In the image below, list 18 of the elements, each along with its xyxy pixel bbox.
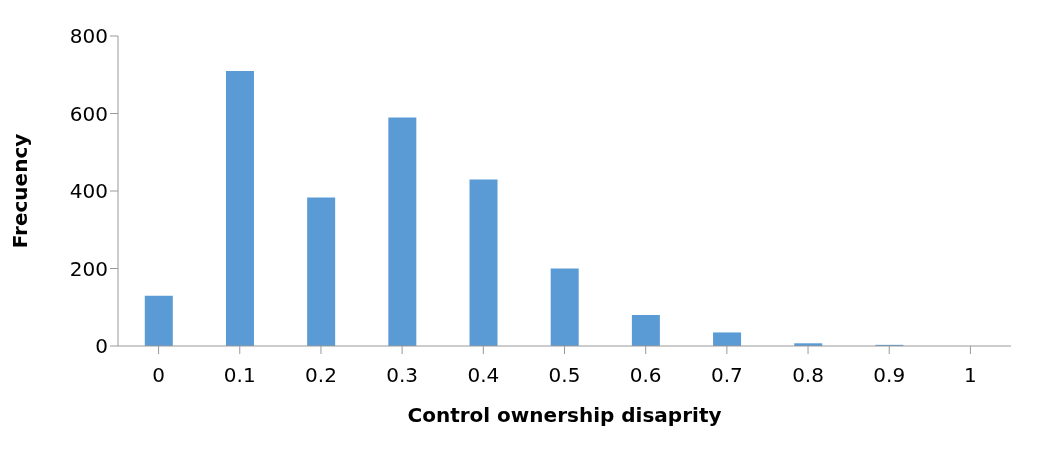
x-tick-label: 0.4 (467, 363, 500, 388)
y-tick-label: 200 (69, 256, 108, 281)
x-axis-title: Control ownership disaprity (407, 403, 722, 428)
x-tick-label: 0.7 (710, 363, 743, 388)
x-tick-label: 0 (152, 363, 165, 388)
x-tick-label: 1 (964, 363, 977, 388)
y-tick-label: 400 (69, 179, 108, 204)
x-tick-label: 0.8 (792, 363, 824, 388)
x-tick-label: 0.5 (548, 363, 581, 388)
y-tick-label: 800 (69, 24, 108, 49)
y-tick-label: 0 (95, 334, 108, 359)
x-tick-label: 0.3 (386, 363, 419, 388)
x-tick-label: 0.1 (223, 363, 256, 388)
y-axis-title: Frecuency (8, 133, 33, 249)
y-tick-label: 600 (69, 101, 108, 126)
x-tick-label: 0.2 (305, 363, 337, 388)
x-tick-label: 0.6 (629, 363, 662, 388)
x-tick-label: 0.9 (873, 363, 906, 388)
